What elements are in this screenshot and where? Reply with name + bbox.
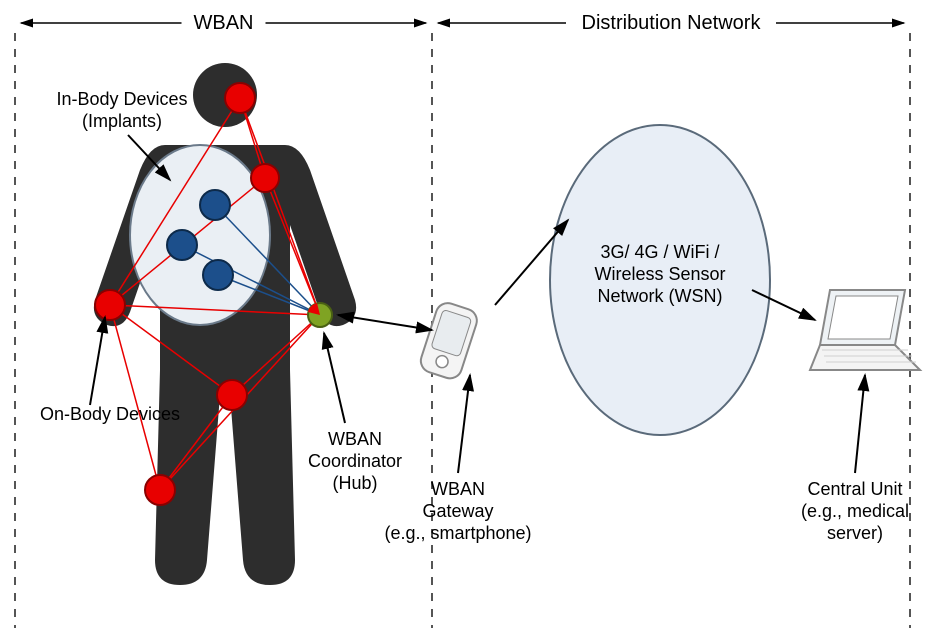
cloud-label-2: Wireless Sensor bbox=[594, 264, 725, 284]
in-body-label-2: (Implants) bbox=[82, 111, 162, 131]
cloud-label-1: 3G/ 4G / WiFi / bbox=[600, 242, 719, 262]
onbody-node bbox=[217, 380, 247, 410]
gateway-callout-arrow bbox=[458, 375, 470, 473]
distribution-title: Distribution Network bbox=[582, 12, 762, 34]
implant-node bbox=[167, 230, 197, 260]
coordinator-label-3: (Hub) bbox=[332, 473, 377, 493]
onbody-node bbox=[225, 83, 255, 113]
wban-title: WBAN bbox=[194, 12, 254, 34]
onbody-link bbox=[110, 305, 160, 490]
central-unit-label-1: Central Unit bbox=[807, 479, 902, 499]
implants-region bbox=[130, 145, 270, 325]
on-body-label: On-Body Devices bbox=[40, 404, 180, 424]
coordinator-label-1: WBAN bbox=[328, 429, 382, 449]
wban-gateway-icon bbox=[418, 300, 480, 381]
cloud-label-3: Network (WSN) bbox=[598, 286, 723, 306]
gateway-label-2: Gateway bbox=[422, 501, 493, 521]
coordinator-callout-arrow bbox=[324, 333, 345, 423]
gateway-label-1: WBAN bbox=[431, 479, 485, 499]
onbody-node bbox=[95, 290, 125, 320]
central-unit-laptop-icon bbox=[810, 290, 920, 370]
in-body-label: In-Body Devices bbox=[56, 89, 187, 109]
implant-node bbox=[200, 190, 230, 220]
onbody-node bbox=[145, 475, 175, 505]
hub-to-gateway-arrow bbox=[338, 315, 432, 330]
gateway-label-3: (e.g., smartphone) bbox=[384, 523, 531, 543]
central-unit-label-2: (e.g., medical bbox=[801, 501, 909, 521]
on-body-callout-arrow bbox=[90, 317, 105, 405]
onbody-node bbox=[251, 164, 279, 192]
central-unit-label-3: server) bbox=[827, 523, 883, 543]
central-unit-callout-arrow bbox=[855, 375, 865, 473]
coordinator-label-2: Coordinator bbox=[308, 451, 402, 471]
implant-node bbox=[203, 260, 233, 290]
